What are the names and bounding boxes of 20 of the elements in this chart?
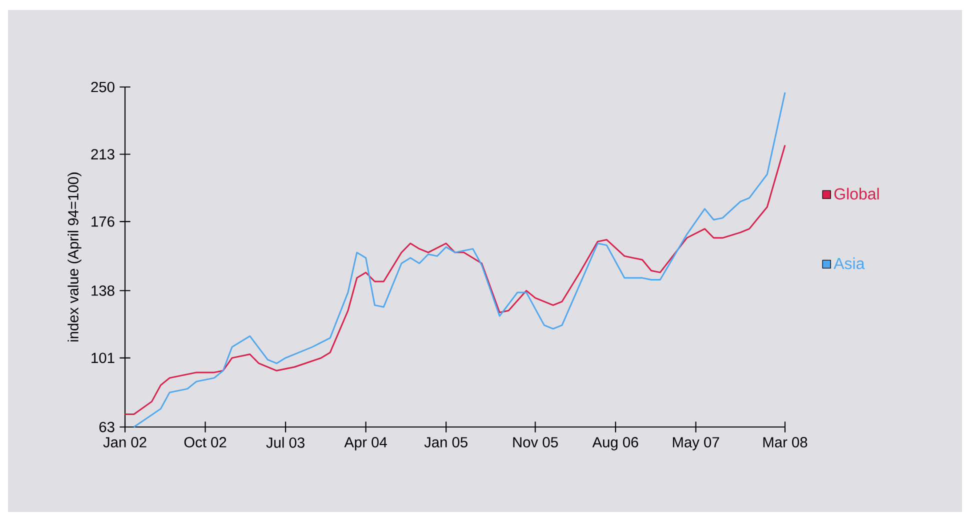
x-tick-label: Jul 03 (266, 437, 304, 448)
y-axis-title: index value (April 94=100) (68, 172, 82, 342)
y-tick-label: 250 (91, 82, 114, 92)
line-series (133, 92, 786, 428)
x-tick-label: Mar 08 (763, 437, 808, 448)
y-tick-label: 138 (92, 285, 114, 296)
x-tick-label: Oct 02 (184, 437, 226, 448)
legend-label: Global (834, 188, 879, 200)
x-tick-label: Jan 05 (424, 437, 468, 448)
y-tick-label: 176 (92, 216, 114, 227)
x-tick-label: May 07 (672, 437, 720, 450)
y-tick-label: 101 (92, 352, 114, 364)
x-tick-label: Nov 05 (513, 437, 558, 448)
y-tick-label: 63 (99, 422, 114, 432)
line-series (124, 144, 786, 416)
x-tick-label: Aug 06 (592, 437, 638, 450)
x-tick-label: Apr 04 (344, 437, 387, 450)
x-tick-label: Jan 02 (103, 437, 146, 448)
y-tick-label: 213 (91, 149, 114, 160)
legend-label: Asia (834, 257, 865, 270)
